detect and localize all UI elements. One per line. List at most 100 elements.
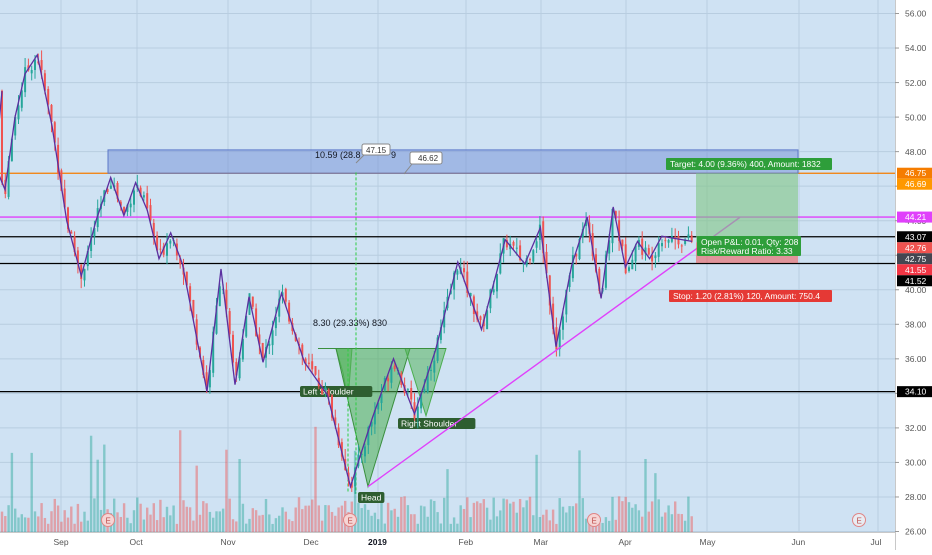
price-badge-text: 46.75 xyxy=(905,168,927,178)
volume-bar xyxy=(122,503,126,532)
candle-body xyxy=(634,245,637,262)
candle-body xyxy=(684,239,687,244)
candle-body xyxy=(413,402,416,419)
volume-bar xyxy=(377,519,380,532)
volume-bar xyxy=(660,516,664,532)
left-shoulder-tag: Left Shoulder xyxy=(300,386,373,397)
volume-bar xyxy=(532,515,535,532)
candle-body xyxy=(472,296,475,315)
ascending-trendline xyxy=(367,216,741,488)
price-badge-box xyxy=(897,275,932,287)
candle-body xyxy=(364,446,366,457)
time-scale[interactable]: Sep Oct Nov Dec 2019 Feb Mar Apr May Jun Jul xyxy=(0,532,895,548)
volume-bar xyxy=(538,517,542,532)
price-scale[interactable]: 56.0054.0052.0050.0048.0046.0044.0042.00… xyxy=(895,0,932,550)
candle-body xyxy=(373,410,376,425)
volume-bar xyxy=(522,507,525,532)
candle-body xyxy=(43,73,46,91)
earnings-marker: E xyxy=(587,513,601,527)
candle-body xyxy=(578,238,581,260)
candle-body xyxy=(327,389,330,397)
candle-body xyxy=(433,360,436,373)
volume-bar xyxy=(687,496,690,532)
volume-bar xyxy=(443,497,446,532)
candle-body xyxy=(152,222,155,237)
candle-body xyxy=(350,482,353,488)
candle-body xyxy=(651,254,654,262)
candle-body xyxy=(496,273,498,292)
volume-bar xyxy=(568,506,571,532)
candle-body xyxy=(205,372,208,390)
volume-bar xyxy=(406,505,410,532)
volume-bar xyxy=(307,505,311,532)
candle-body xyxy=(162,246,165,255)
position-layer[interactable]: Target: 4.00 (9.36%) 400, Amount: 1832 Op… xyxy=(666,158,832,302)
candle-body xyxy=(307,362,310,365)
volume-bar xyxy=(472,502,476,532)
volume-bar xyxy=(215,511,218,532)
candle-body xyxy=(80,264,83,280)
volume-bar xyxy=(228,498,231,532)
candle-body xyxy=(212,331,215,373)
target-zone xyxy=(696,173,798,243)
volume-bar xyxy=(667,505,670,532)
volume-bar xyxy=(518,498,522,532)
earnings-circle xyxy=(852,513,866,527)
volume-bar xyxy=(565,512,568,532)
volume-bar xyxy=(146,507,149,532)
volume-bar xyxy=(485,507,489,532)
volume-bar xyxy=(179,430,182,532)
earnings-letter: E xyxy=(592,516,597,525)
volume-bar xyxy=(683,520,687,532)
earnings-letter: E xyxy=(348,516,353,525)
candle-body xyxy=(562,316,564,330)
candle-body xyxy=(179,258,182,265)
candle-body xyxy=(611,208,614,244)
candle-body xyxy=(142,195,145,198)
candle-body xyxy=(519,245,522,261)
volume-bar xyxy=(634,504,637,532)
price-badge: 34.10 xyxy=(897,386,932,398)
volume-bar xyxy=(433,500,436,532)
candle-body xyxy=(215,305,218,334)
volume-bar xyxy=(93,498,96,532)
volume-bar xyxy=(155,520,159,532)
candle-body xyxy=(492,289,495,293)
volume-bar xyxy=(238,458,241,532)
target-label[interactable]: Target: 4.00 (9.36%) 400, Amount: 1832 xyxy=(666,158,832,170)
range-box-layer: 10.59 (28.8 9 47.15 46.62 xyxy=(107,143,799,175)
volume-bar xyxy=(509,503,512,532)
volume-bar xyxy=(278,515,281,532)
y-tick-label: 30.00 xyxy=(905,458,927,468)
candle-body xyxy=(189,286,192,302)
stop-label[interactable]: Stop: 1.20 (2.81%) 120, Amount: 750.4 xyxy=(669,290,832,302)
pattern-measure-label: 8.30 (29.33%) 830 xyxy=(313,318,387,328)
price-badge-text: 34.10 xyxy=(905,387,927,397)
x-tick-label: Jun xyxy=(792,537,806,547)
volume-bar xyxy=(274,518,278,532)
price-badge-text: 42.75 xyxy=(905,254,927,264)
candle-body xyxy=(469,293,472,297)
candle-body xyxy=(139,187,142,196)
candle-body xyxy=(512,241,515,246)
y-tick-label: 38.00 xyxy=(905,320,927,330)
candle-body xyxy=(146,193,149,209)
head-tag: Head xyxy=(358,492,385,503)
volume-bar xyxy=(66,517,70,532)
candle-body xyxy=(57,144,60,173)
x-tick-label: Dec xyxy=(304,537,320,547)
volume-bar xyxy=(159,499,162,532)
candle-body xyxy=(367,427,370,446)
earnings-marker: E xyxy=(852,513,866,527)
volume-bar xyxy=(304,505,307,532)
volume-bar xyxy=(324,505,327,532)
volume-bar xyxy=(53,498,56,532)
price-badge-text: 46.69 xyxy=(905,179,927,189)
candle-body xyxy=(166,243,168,256)
volume-bar xyxy=(545,509,548,532)
x-tick-label: Mar xyxy=(534,537,549,547)
y-tick-label: 36.00 xyxy=(905,354,927,364)
volume-bar xyxy=(515,512,518,532)
